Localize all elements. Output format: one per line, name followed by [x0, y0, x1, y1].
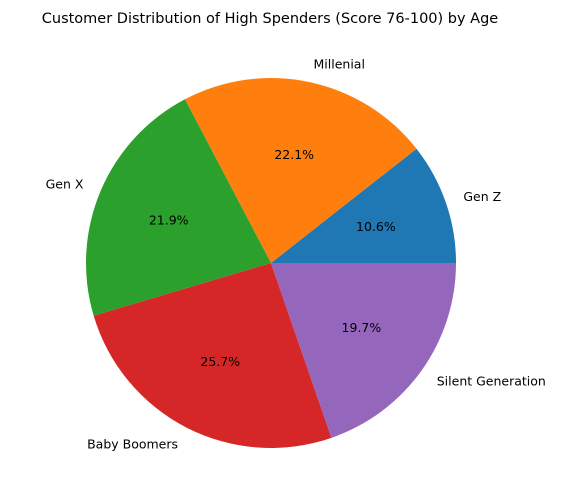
category-label-gen-z: Gen Z: [463, 189, 501, 204]
percent-label-baby-boomers: 25.7%: [200, 354, 240, 369]
category-label-baby-boomers: Baby Boomers: [87, 437, 178, 452]
pie-slices: [86, 78, 456, 448]
percent-label-gen-z: 10.6%: [356, 219, 396, 234]
category-label-millenial: Millenial: [314, 56, 365, 71]
percent-label-millenial: 22.1%: [274, 147, 314, 162]
chart-title: Customer Distribution of High Spenders (…: [42, 11, 499, 27]
percent-label-silent-generation: 19.7%: [342, 320, 382, 335]
percent-label-gen-x: 21.9%: [149, 212, 189, 227]
category-label-gen-x: Gen X: [46, 176, 84, 191]
category-label-silent-generation: Silent Generation: [437, 374, 546, 389]
